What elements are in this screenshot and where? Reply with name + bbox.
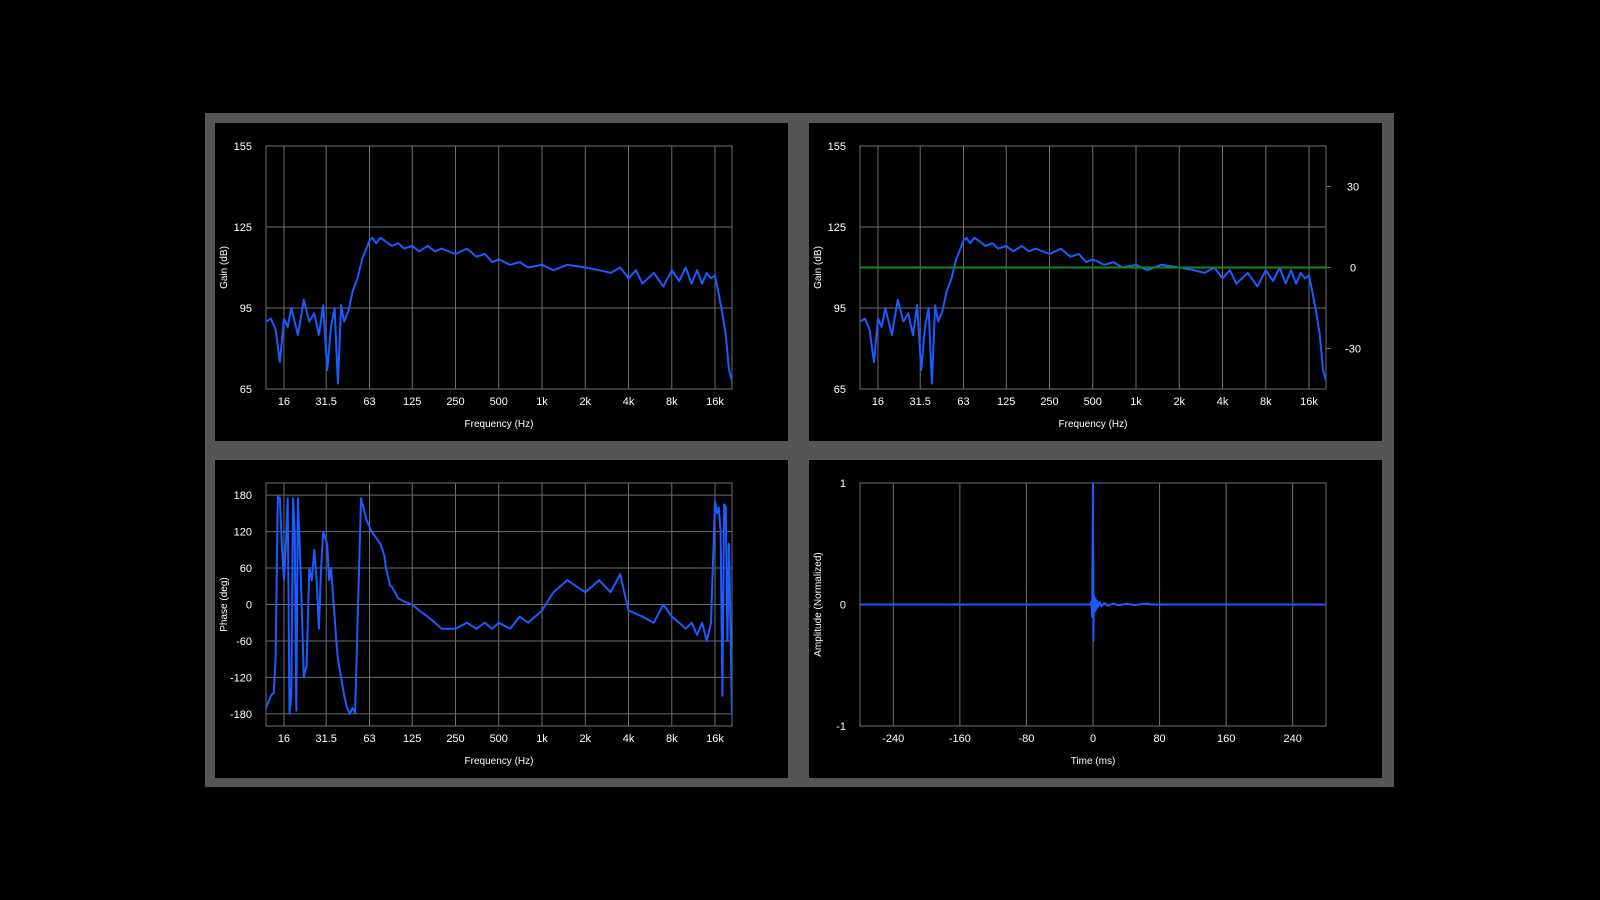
- gain-x-tick-label: 125: [403, 396, 421, 408]
- impulse-x-tick-label: 240: [1284, 733, 1302, 745]
- impulse-x-tick-label: 0: [1090, 733, 1096, 745]
- impulse-x-axis-label: Time (ms): [1071, 756, 1116, 767]
- gain-ref-x-tick-label: 250: [1040, 396, 1058, 408]
- phase-x-tick-label: 250: [446, 733, 464, 745]
- phase-x-tick-label: 125: [403, 733, 421, 745]
- gain-y-tick-label: 95: [240, 303, 252, 315]
- gain-x-tick-label: 16: [278, 396, 290, 408]
- phase-x-tick-label: 16k: [706, 733, 724, 745]
- impulse-y-tick-label: -1: [836, 721, 846, 733]
- gain-ref-x-tick-label: 500: [1084, 396, 1102, 408]
- gain-y-tick-label: 125: [234, 222, 252, 234]
- gain-chart-panel: 16 31.5 63 125 250 500 1k 2k 4k 8k 16k 65 95 125 155 Fr…: [215, 123, 788, 441]
- gain-y-axis-label: Gain (dB): [219, 246, 230, 289]
- impulse-series-line: [860, 483, 1326, 642]
- phase-y-tick-label: -60: [236, 636, 252, 648]
- gain-ref-y2-tick-label: 0: [1350, 263, 1356, 275]
- phase-y-tick-label: 0: [246, 600, 252, 612]
- gain-series-line: [266, 236, 732, 385]
- gain-x-axis-label: Frequency (Hz): [465, 419, 534, 430]
- gain-ref-y-tick-label: 155: [828, 141, 846, 153]
- gain-y-tick-label: 155: [234, 141, 252, 153]
- gain-ref-x-tick-label: 63: [957, 396, 969, 408]
- impulse-x-tick-label: -160: [949, 733, 971, 745]
- phase-series-line: [266, 495, 732, 715]
- gain-ref-x-tick-label: 16k: [1300, 396, 1318, 408]
- impulse-x-tick-label: 160: [1217, 733, 1235, 745]
- gain-ref-y-tick-label: 65: [834, 384, 846, 396]
- gain-ref-y-axis-label: Gain (dB): [813, 246, 824, 289]
- gain-ref-y-tick-label: 125: [828, 222, 846, 234]
- impulse-y-tick-label: 1: [840, 478, 846, 490]
- phase-x-tick-label: 2k: [579, 733, 591, 745]
- gain-x-tick-label: 500: [490, 396, 508, 408]
- phase-x-axis-label: Frequency (Hz): [465, 756, 534, 767]
- gain-x-tick-label: 4k: [623, 396, 635, 408]
- impulse-x-tick-label: -240: [882, 733, 904, 745]
- phase-chart-panel: 16 31.5 63 125 250 500 1k 2k 4k 8k 16k 180 120 60 0 -60…: [215, 460, 788, 778]
- impulse-y-tick-label: 0: [840, 600, 846, 612]
- gain-reference-chart-panel: 16 31.5 63 125 250 500 1k 2k 4k 8k 16k 65 95 125 155 30…: [809, 123, 1382, 441]
- gain-ref-x-tick-label: 16: [872, 396, 884, 408]
- gain-ref-x-tick-label: 4k: [1217, 396, 1229, 408]
- gain-reference-chart: 16 31.5 63 125 250 500 1k 2k 4k 8k 16k 65 95 125 155 30…: [813, 141, 1361, 430]
- phase-y-tick-label: 120: [234, 527, 252, 539]
- gain-x-tick-label: 8k: [666, 396, 678, 408]
- phase-x-tick-label: 500: [490, 733, 508, 745]
- gain-chart: 16 31.5 63 125 250 500 1k 2k 4k 8k 16k 65 95 125 155 Fr…: [219, 141, 733, 430]
- gain-x-tick-label: 2k: [579, 396, 591, 408]
- phase-y-tick-label: 180: [234, 490, 252, 502]
- phase-y-tick-label: 60: [240, 563, 252, 575]
- gain-y-tick-label: 65: [240, 384, 252, 396]
- phase-x-tick-label: 31.5: [316, 733, 337, 745]
- gain-ref-x-axis-label: Frequency (Hz): [1059, 419, 1128, 430]
- impulse-x-tick-label: 80: [1153, 733, 1165, 745]
- gain-ref-y2-tick-label: -30: [1345, 344, 1361, 356]
- gain-ref-series-line: [860, 236, 1326, 385]
- impulse-chart-panel: -240 -160 -80 0 80 160 240 1 0 -1 Time (ms) Amplitu…: [809, 460, 1382, 778]
- gain-ref-y2-tick-label: 30: [1347, 182, 1359, 194]
- phase-x-tick-label: 63: [363, 733, 375, 745]
- phase-x-tick-label: 8k: [666, 733, 678, 745]
- gain-ref-x-tick-label: 125: [997, 396, 1015, 408]
- gain-ref-x-tick-label: 2k: [1173, 396, 1185, 408]
- gain-ref-x-tick-label: 1k: [1130, 396, 1142, 408]
- impulse-chart: -240 -160 -80 0 80 160 240 1 0 -1 Time (ms) Amplitu…: [813, 478, 1327, 767]
- gain-x-tick-label: 250: [446, 396, 464, 408]
- phase-x-tick-label: 16: [278, 733, 290, 745]
- gain-ref-x-tick-label: 31.5: [910, 396, 931, 408]
- phase-chart: 16 31.5 63 125 250 500 1k 2k 4k 8k 16k 180 120 60 0 -60…: [219, 482, 733, 767]
- gain-ref-y-tick-label: 95: [834, 303, 846, 315]
- phase-y-tick-label: -120: [230, 672, 252, 684]
- gain-ref-x-tick-label: 8k: [1260, 396, 1272, 408]
- impulse-y-axis-label: Amplitude (Normalized): [813, 552, 824, 656]
- impulse-x-tick-label: -80: [1018, 733, 1034, 745]
- phase-x-tick-label: 1k: [536, 733, 548, 745]
- gain-x-tick-label: 16k: [706, 396, 724, 408]
- gain-x-tick-label: 1k: [536, 396, 548, 408]
- phase-x-tick-label: 4k: [623, 733, 635, 745]
- phase-y-axis-label: Phase (deg): [219, 577, 230, 631]
- phase-y-tick-label: -180: [230, 709, 252, 721]
- gain-x-tick-label: 31.5: [316, 396, 337, 408]
- gain-x-tick-label: 63: [363, 396, 375, 408]
